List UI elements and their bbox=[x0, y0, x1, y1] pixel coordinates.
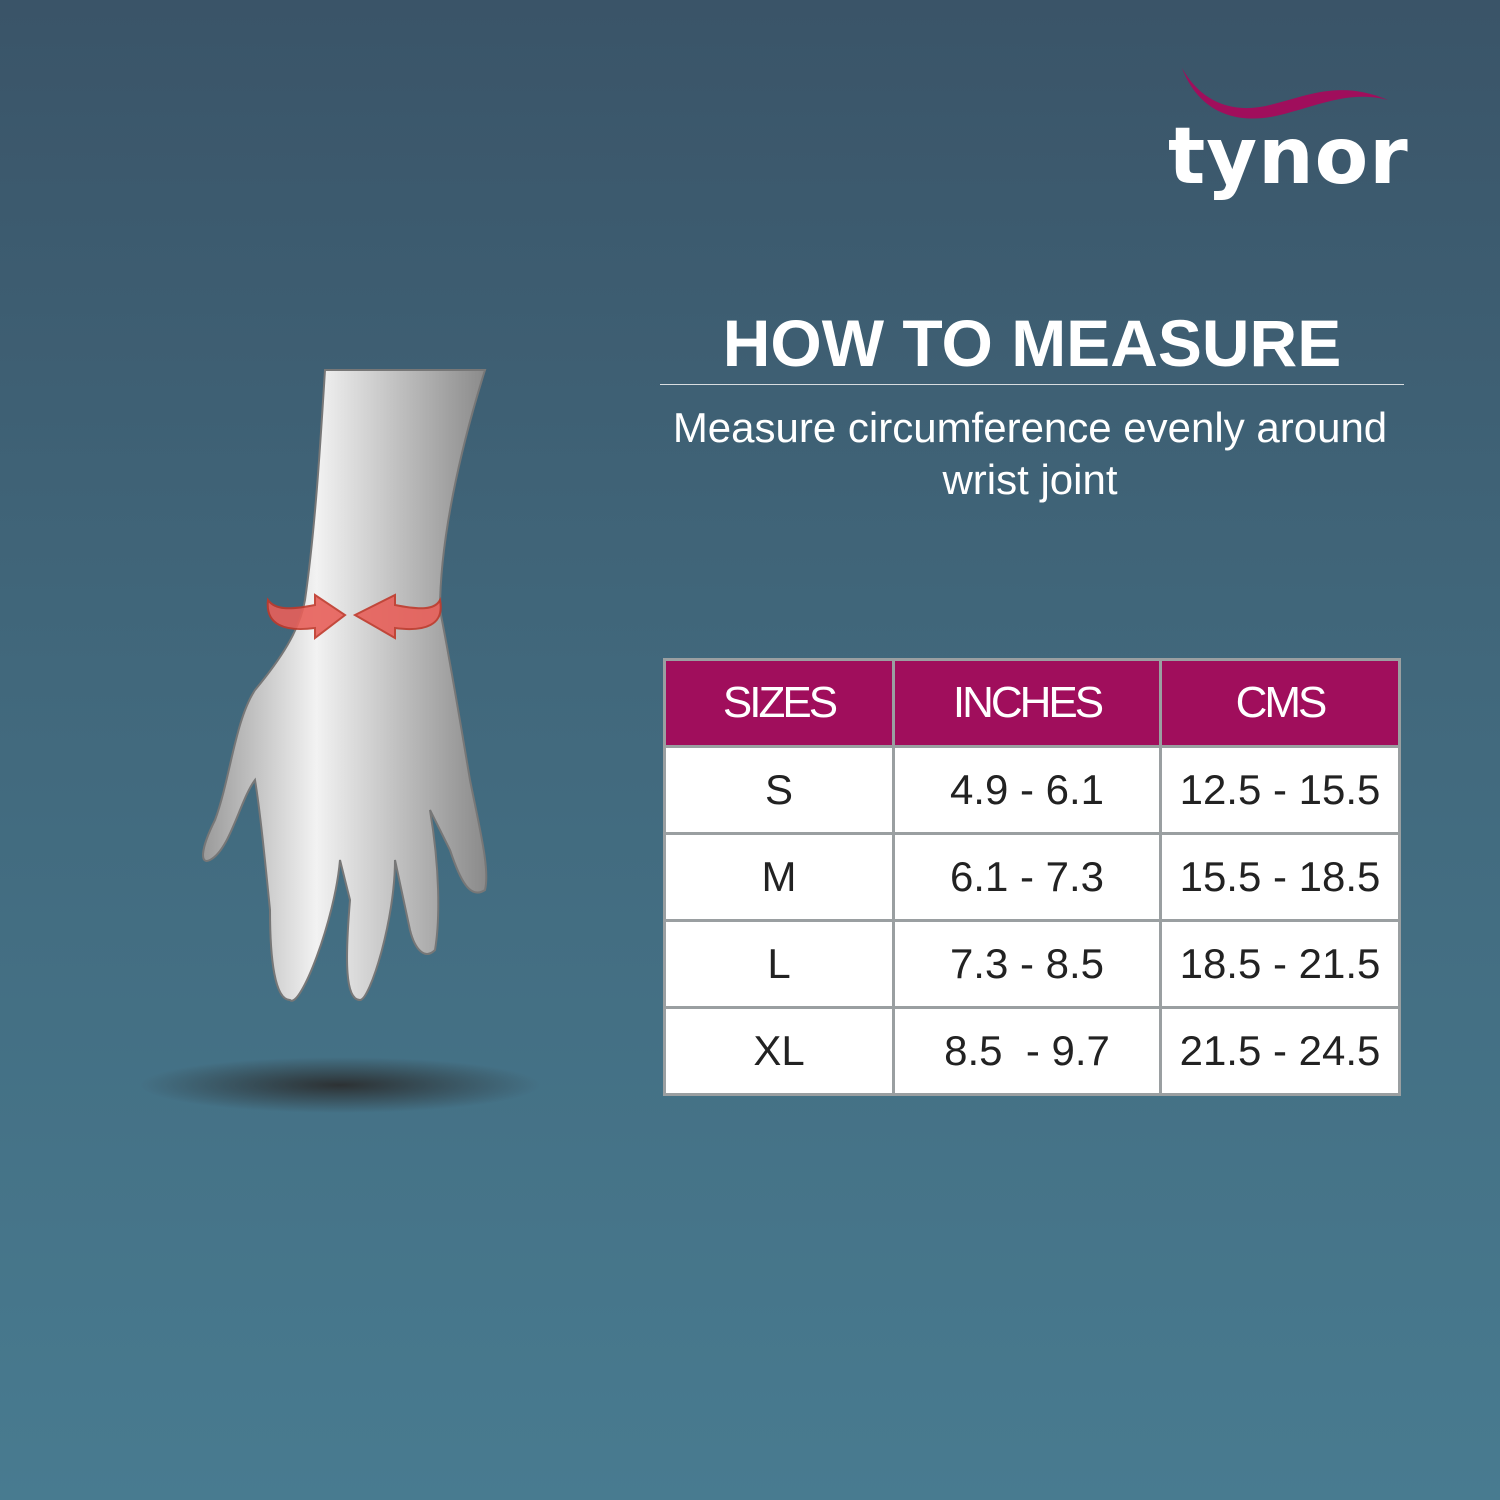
size-cell: XL bbox=[663, 1006, 895, 1096]
inches-cell: 6.1 - 7.3 bbox=[892, 832, 1162, 922]
cms-cell: 12.5 - 15.5 bbox=[1159, 745, 1401, 835]
inches-cell: 4.9 - 6.1 bbox=[892, 745, 1162, 835]
instructions: Measure circumference evenly around wris… bbox=[630, 402, 1430, 506]
page-title: HOW TO MEASURE bbox=[722, 306, 1342, 380]
hand-icon bbox=[202, 369, 488, 1002]
cms-cell: 15.5 - 18.5 bbox=[1159, 832, 1401, 922]
inches-cell: 8.5 - 9.7 bbox=[892, 1006, 1162, 1096]
title-divider bbox=[660, 384, 1404, 385]
instructions-line-2: wrist joint bbox=[942, 456, 1118, 503]
instructions-line-1: Measure circumference evenly around bbox=[672, 404, 1388, 451]
table-header-row: SIZES INCHES CMS bbox=[663, 658, 1401, 748]
header-inches: INCHES bbox=[892, 658, 1162, 748]
table-row: L 7.3 - 8.5 18.5 - 21.5 bbox=[663, 919, 1401, 1009]
size-chart-table: SIZES INCHES CMS S 4.9 - 6.1 12.5 - 15.5… bbox=[663, 658, 1401, 1096]
inches-cell: 7.3 - 8.5 bbox=[892, 919, 1162, 1009]
measure-arrows-icon bbox=[266, 593, 442, 641]
table-row: S 4.9 - 6.1 12.5 - 15.5 bbox=[663, 745, 1401, 835]
logo-swoosh-icon bbox=[1182, 68, 1388, 119]
size-cell: L bbox=[663, 919, 895, 1009]
size-cell: S bbox=[663, 745, 895, 835]
header-sizes: SIZES bbox=[663, 658, 895, 748]
tynor-logo: tynor bbox=[1160, 60, 1410, 210]
cms-cell: 18.5 - 21.5 bbox=[1159, 919, 1401, 1009]
wrist-measure-illustration bbox=[140, 369, 540, 1113]
shadow bbox=[140, 1057, 540, 1113]
table-row: M 6.1 - 7.3 15.5 - 18.5 bbox=[663, 832, 1401, 922]
size-cell: M bbox=[663, 832, 895, 922]
cms-cell: 21.5 - 24.5 bbox=[1159, 1006, 1401, 1096]
header-cms: CMS bbox=[1159, 658, 1401, 748]
table-row: XL 8.5 - 9.7 21.5 - 24.5 bbox=[663, 1006, 1401, 1096]
logo-text: tynor bbox=[1168, 112, 1409, 202]
